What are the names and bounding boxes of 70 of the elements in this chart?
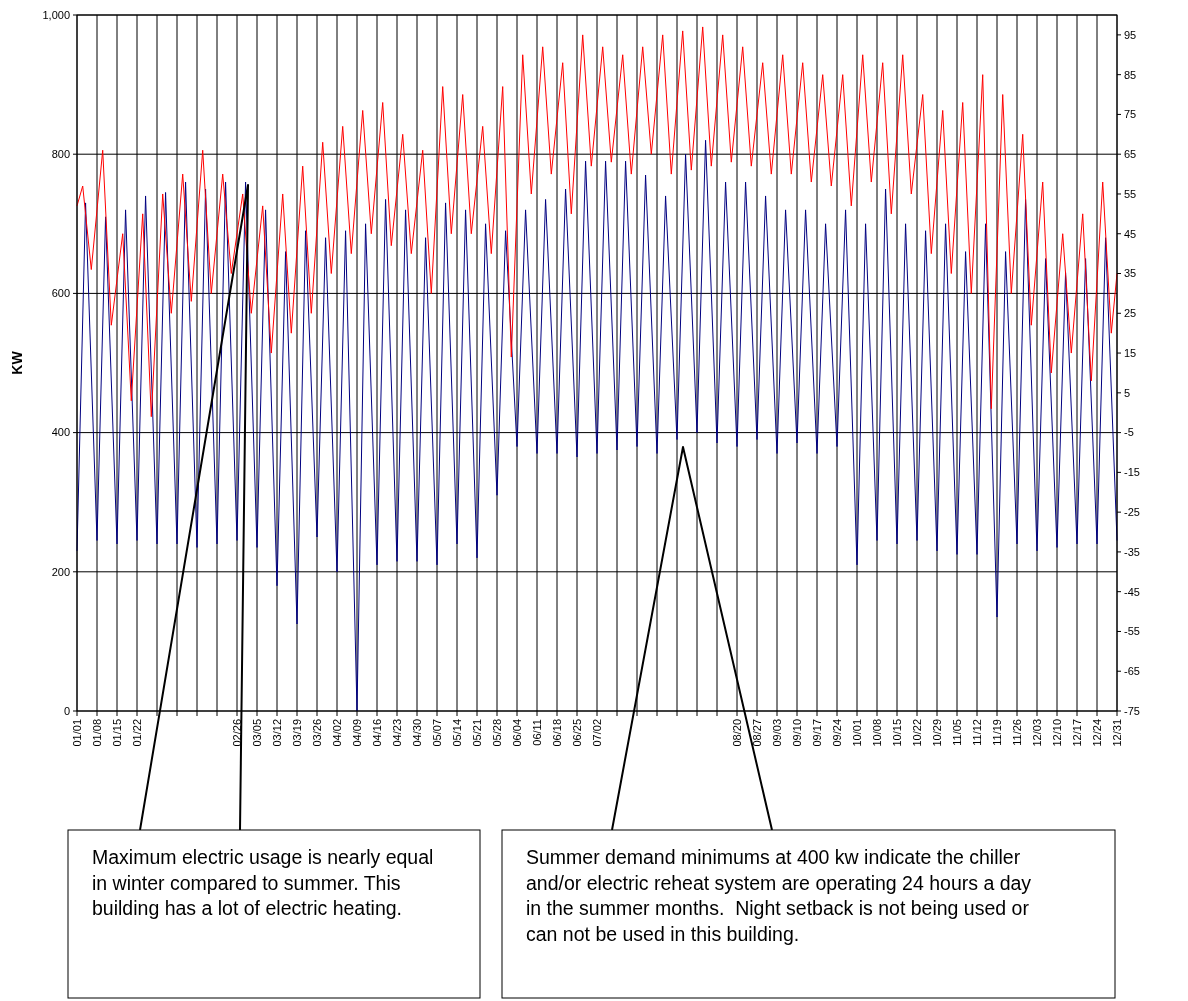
y2-tick-label: -25: [1124, 505, 1140, 518]
y-axis-title: KW: [9, 350, 25, 375]
x-tick-label: 11/26: [1010, 719, 1023, 746]
y2-tick-label: 15: [1124, 346, 1137, 359]
x-tick-label: 06/04: [510, 719, 523, 747]
y2-tick-label: 55: [1124, 187, 1137, 200]
x-tick-label: 01/01: [70, 719, 83, 747]
x-tick-label: 11/12: [970, 719, 983, 746]
y2-tick-label: 65: [1124, 148, 1137, 161]
x-tick-label: 10/01: [850, 719, 863, 747]
y2-tick-label: 95: [1124, 28, 1137, 41]
x-tick-label: 07/02: [590, 719, 603, 747]
x-tick-label: 04/09: [350, 719, 363, 747]
y-tick-label: 600: [51, 287, 70, 300]
y2-tick-label: -35: [1124, 545, 1140, 558]
x-tick-label: 08/20: [730, 719, 743, 747]
y2-tick-label: 75: [1124, 108, 1137, 121]
y2-tick-label: -55: [1124, 625, 1140, 638]
text: Summer demand minimums at 400 kw indicate the chiller and/or electric reheat system are operating 24 hours a day in the summer months. Night setback is not being used or can not be used in this building.: [526, 846, 1032, 945]
y-tick-label: 0: [63, 704, 70, 717]
x-tick-label: 09/17: [810, 719, 823, 747]
x-tick-label: 04/30: [410, 719, 423, 747]
x-tick-label: 10/08: [870, 719, 883, 747]
x-tick-label: 03/26: [310, 719, 323, 747]
x-tick-label: 12/31: [1110, 719, 1123, 747]
x-tick-label: 04/16: [370, 719, 383, 747]
x-tick-label: 05/07: [430, 719, 443, 747]
x-tick-label: 02/26: [230, 719, 243, 747]
y2-tick-label: 85: [1124, 68, 1137, 81]
y-tick-label: 1,000: [42, 8, 70, 21]
x-tick-label: 05/28: [490, 719, 503, 747]
x-tick-label: 11/05: [950, 719, 963, 746]
y2-tick-label: 25: [1124, 307, 1137, 320]
y2-tick-label: -75: [1124, 704, 1140, 717]
x-tick-label: 12/24: [1090, 719, 1103, 747]
x-tick-label: 03/05: [250, 719, 263, 747]
x-tick-label: 06/11: [530, 719, 543, 746]
x-tick-label: 12/03: [1030, 719, 1043, 747]
x-tick-label: 12/10: [1050, 719, 1063, 747]
x-tick-label: 08/27: [750, 719, 763, 747]
x-tick-label: 06/18: [550, 719, 563, 747]
x-tick-label: 10/15: [890, 719, 903, 747]
y2-tick-label: -45: [1124, 585, 1140, 598]
y2-tick-label: 5: [1124, 386, 1131, 399]
y2-tick-label: -65: [1124, 665, 1140, 678]
x-tick-label: 09/03: [770, 719, 783, 747]
x-tick-label: 04/02: [330, 719, 343, 747]
y2-tick-label: 35: [1124, 267, 1137, 280]
y-tick-label: 200: [51, 565, 70, 578]
x-tick-label: 05/21: [470, 719, 483, 747]
x-tick-label: 01/22: [130, 719, 143, 747]
x-tick-label: 10/22: [910, 719, 923, 747]
x-tick-label: 10/29: [930, 719, 943, 747]
y-tick-label: 400: [51, 426, 70, 439]
x-tick-label: 06/25: [570, 719, 583, 747]
x-tick-label: 01/15: [110, 719, 123, 747]
x-tick-label: 05/14: [450, 719, 463, 747]
y2-tick-label: 45: [1124, 227, 1137, 240]
y2-tick-label: -15: [1124, 466, 1140, 479]
y2-tick-label: -5: [1124, 426, 1134, 439]
x-tick-label: 09/10: [790, 719, 803, 747]
x-tick-label: 12/17: [1070, 719, 1083, 747]
y-tick-label: 800: [51, 148, 70, 161]
x-tick-label: 01/08: [90, 719, 103, 747]
x-tick-label: 11/19: [990, 719, 1003, 746]
x-tick-label: 04/23: [390, 719, 403, 747]
x-tick-label: 03/19: [290, 719, 303, 747]
x-tick-label: 03/12: [270, 719, 283, 747]
text: Maximum electric usage is nearly equal in winter compared to summer. This building has a lot of electric heating.: [92, 846, 434, 919]
x-tick-label: 09/24: [830, 719, 843, 747]
